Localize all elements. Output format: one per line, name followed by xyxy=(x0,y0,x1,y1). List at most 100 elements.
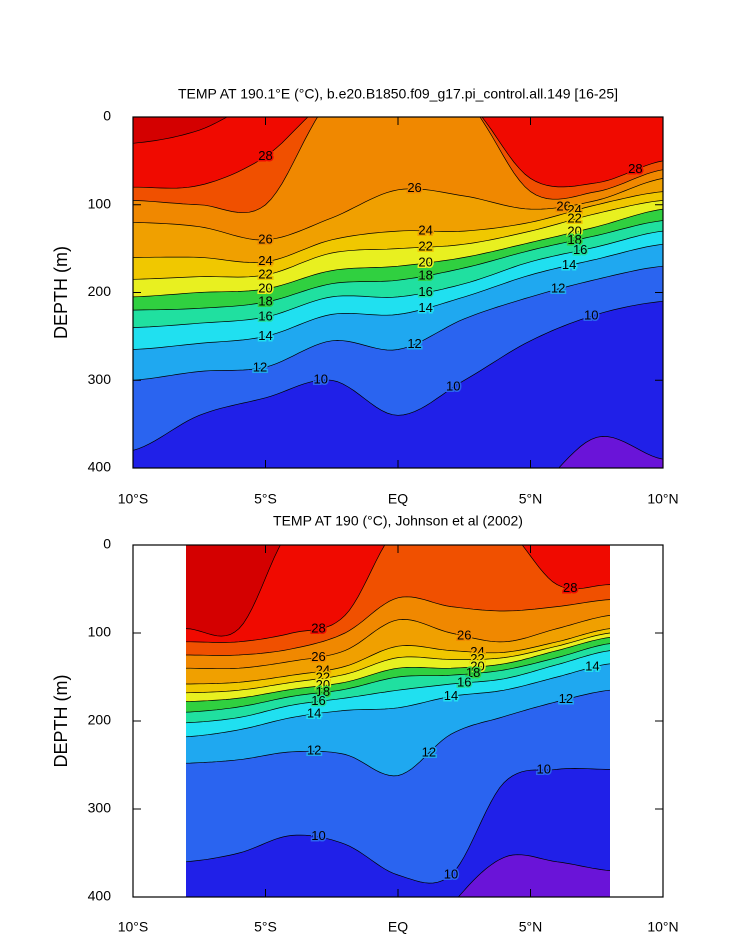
isotherm-line xyxy=(133,117,663,189)
x-tick-label: 5°N xyxy=(519,919,543,935)
isotherm-line xyxy=(185,689,611,777)
contour-label: 24 xyxy=(567,202,581,217)
x-tick-label: 5°S xyxy=(254,491,277,507)
contour-label: 18 xyxy=(567,232,581,247)
x-tick-label: 10°S xyxy=(118,491,149,507)
contour-label: 20 xyxy=(418,255,432,270)
x-tick-label: 10°N xyxy=(647,491,678,507)
y-axis-label: DEPTH (m) xyxy=(51,675,71,768)
contour-label: 18 xyxy=(258,294,272,309)
isotherm-line xyxy=(185,768,610,884)
isotherm-line xyxy=(457,854,611,897)
x-tick-label: EQ xyxy=(388,491,408,507)
isotherm-line xyxy=(133,117,228,144)
y-tick-label: 400 xyxy=(88,459,112,475)
isotherm-line xyxy=(186,596,611,656)
contour-label: 22 xyxy=(418,239,432,254)
isotherm-line xyxy=(133,200,663,280)
contour-label: 16 xyxy=(457,674,471,689)
y-tick-label: 100 xyxy=(88,624,112,640)
contour-label: 12 xyxy=(407,336,421,351)
contour-label: 12 xyxy=(422,744,436,759)
contour-label: 24 xyxy=(316,662,330,677)
y-tick-label: 300 xyxy=(88,371,112,387)
x-tick-label: 5°S xyxy=(254,919,277,935)
contour-label: 28 xyxy=(311,621,325,636)
contour-label: 18 xyxy=(316,684,330,699)
contour-label: 26 xyxy=(311,649,325,664)
contour-label: 16 xyxy=(258,309,272,324)
isotherm-line xyxy=(133,300,663,451)
contour-label: 10 xyxy=(444,866,458,881)
isotherm-line xyxy=(133,208,663,298)
contour-label: 10 xyxy=(584,308,598,323)
contour-label: 14 xyxy=(444,688,458,703)
contour-label: 24 xyxy=(418,222,432,237)
isotherm-line xyxy=(133,117,663,214)
contour-label: 14 xyxy=(585,659,599,674)
contour-label: 22 xyxy=(567,211,581,226)
contour-label: 22 xyxy=(258,266,272,281)
isotherm-line xyxy=(186,545,611,643)
contour-field xyxy=(185,545,611,897)
temperature-band xyxy=(186,545,610,643)
contour-label: 18 xyxy=(466,665,480,680)
contour-label: 10 xyxy=(537,761,551,776)
contour-field xyxy=(133,117,663,468)
temperature-band xyxy=(133,117,663,189)
contour-label: 12 xyxy=(307,743,321,758)
contour-label: 26 xyxy=(457,627,471,642)
contour-label: 12 xyxy=(551,280,565,295)
contour-label: 10 xyxy=(313,372,327,387)
x-tick-label: 10°N xyxy=(647,919,678,935)
y-tick-label: 200 xyxy=(88,712,112,728)
isotherm-line xyxy=(185,650,611,724)
x-tick-label: 5°N xyxy=(519,491,543,507)
y-tick-label: 100 xyxy=(88,195,112,211)
contour-label: 16 xyxy=(573,242,587,257)
y-tick-label: 200 xyxy=(88,283,112,299)
contour-label: 28 xyxy=(563,580,577,595)
contour-label: 22 xyxy=(470,651,484,666)
contour-label: 20 xyxy=(470,658,484,673)
isotherm-line xyxy=(133,178,663,241)
isotherm-line xyxy=(133,220,663,311)
y-axis-label: DEPTH (m) xyxy=(51,246,71,339)
contour-label: 12 xyxy=(559,691,573,706)
isotherm-line xyxy=(133,243,663,350)
isotherm-line xyxy=(185,632,611,694)
contour-label: 26 xyxy=(407,180,421,195)
chart-title: TEMP AT 190.1°E (°C), b.e20.B1850.f09_g1… xyxy=(178,86,618,102)
isotherm-line xyxy=(186,615,611,670)
contour-label: 16 xyxy=(418,284,432,299)
isotherm-line xyxy=(185,663,611,738)
isotherm-line xyxy=(133,265,663,381)
contour-panel: 2828262626242424222222202020181818161616… xyxy=(51,86,679,507)
contour-label: 14 xyxy=(307,705,321,720)
contour-label: 26 xyxy=(258,231,272,246)
contour-label: 24 xyxy=(258,253,272,268)
x-tick-label: EQ xyxy=(388,919,408,935)
isotherm-line xyxy=(558,436,663,468)
contour-label: 20 xyxy=(316,677,330,692)
isotherm-line xyxy=(133,191,663,263)
contour-label: 14 xyxy=(258,328,272,343)
isotherm-line xyxy=(185,545,281,637)
y-tick-label: 0 xyxy=(103,108,111,124)
y-tick-label: 300 xyxy=(88,800,112,816)
y-tick-label: 0 xyxy=(103,536,111,552)
y-tick-label: 400 xyxy=(88,888,112,904)
contour-label: 16 xyxy=(311,693,325,708)
contour-label: 12 xyxy=(253,360,267,375)
contour-label: 14 xyxy=(418,300,432,315)
isotherm-line xyxy=(133,230,663,328)
contour-label: 20 xyxy=(258,280,272,295)
isotherm-line xyxy=(186,628,611,685)
temperature-band xyxy=(133,117,228,144)
contour-label: 28 xyxy=(628,161,642,176)
contour-label: 26 xyxy=(556,198,570,213)
contour-label: 24 xyxy=(470,644,484,659)
contour-label: 10 xyxy=(446,379,460,394)
